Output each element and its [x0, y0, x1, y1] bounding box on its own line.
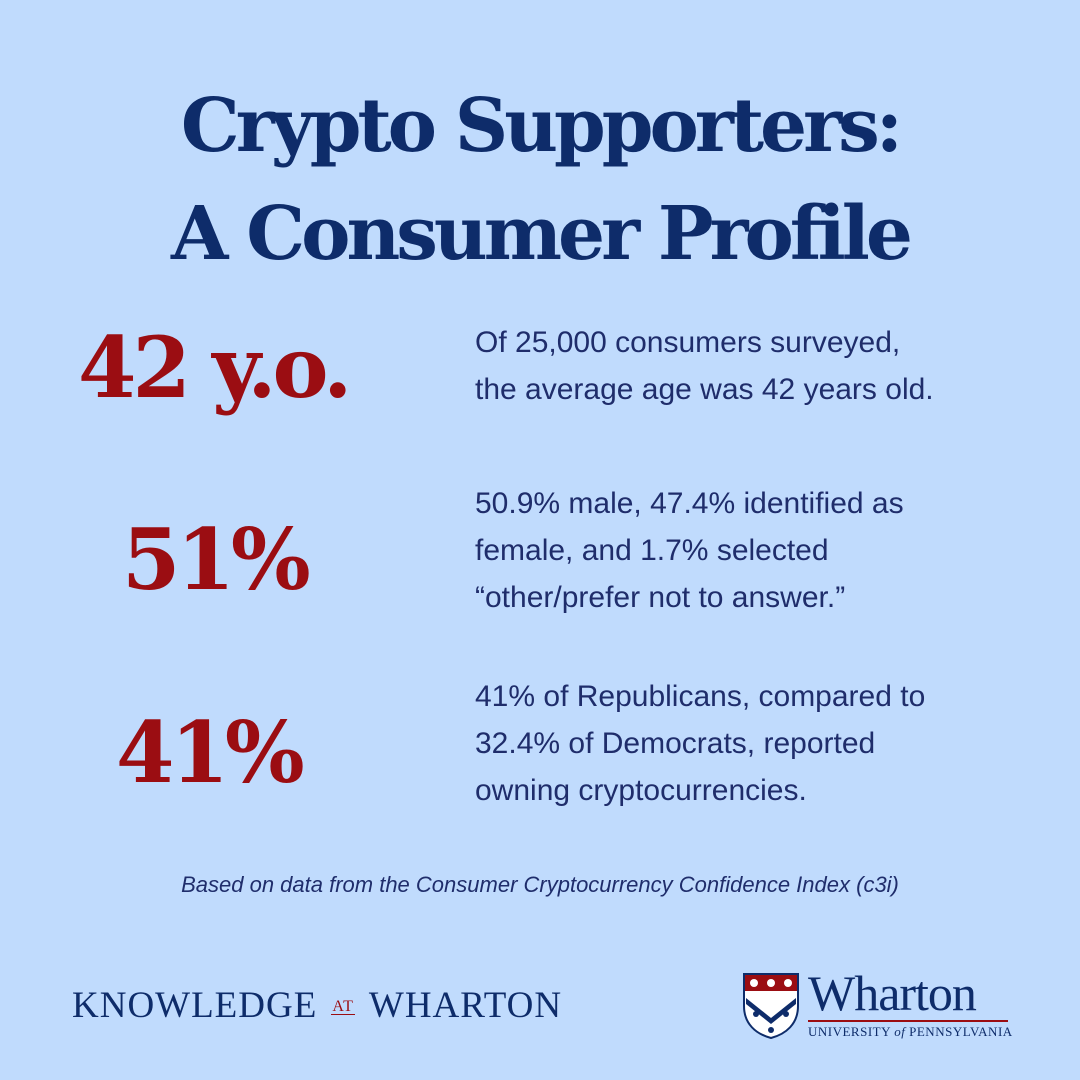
stat-average-age-description: Of 25,000 consumers surveyed, the averag… — [475, 319, 1035, 413]
wharton-wordmark: Wharton — [808, 965, 977, 1021]
description-line: 32.4% of Democrats, reported — [475, 727, 876, 760]
wharton-logo-divider — [808, 1020, 1008, 1022]
stat-average-age: 42 y.o. — [78, 318, 352, 417]
knowledge-logo-part1: KNOWLEDGE — [72, 985, 318, 1026]
source-footnote: Based on data from the Consumer Cryptocu… — [181, 872, 899, 897]
wharton-logo-subline: UNIVERSITY of PENNSYLVANIA — [808, 1024, 1013, 1040]
description-line: the average age was 42 years old. — [475, 373, 934, 406]
description-line: “other/prefer not to answer.” — [475, 581, 846, 614]
stat-party-description: 41% of Republicans, compared to 32.4% of… — [475, 673, 1035, 814]
stat-republican-ownership: 41% — [116, 703, 305, 802]
penn-shield-icon — [743, 973, 799, 1040]
wharton-logo: Wharton UNIVERSITY of PENNSYLVANIA — [742, 965, 1013, 1040]
knowledge-at-wharton-logo: KNOWLEDGE AT WHARTON — [72, 984, 562, 1027]
knowledge-logo-part2: WHARTON — [368, 985, 563, 1026]
description-line: 41% of Republicans, compared to — [475, 680, 926, 713]
description-line: owning cryptocurrencies. — [475, 774, 807, 807]
knowledge-logo-at: AT — [331, 998, 355, 1015]
title-line-1: Crypto Supporters: — [180, 83, 903, 169]
description-line: Of 25,000 consumers surveyed, — [475, 326, 901, 359]
stat-gender-male: 51% — [122, 510, 311, 609]
title-line-2: A Consumer Profile — [171, 191, 913, 277]
description-line: 50.9% male, 47.4% identified as — [475, 487, 904, 520]
stat-gender-description: 50.9% male, 47.4% identified as female, … — [475, 480, 1035, 621]
description-line: female, and 1.7% selected — [475, 534, 829, 567]
page-title: Crypto Supporters: A Consumer Profile — [0, 72, 1080, 288]
subline-pennsylvania: PENNSYLVANIA — [909, 1024, 1013, 1039]
subline-of: of — [894, 1024, 906, 1039]
subline-university: UNIVERSITY — [808, 1024, 891, 1039]
